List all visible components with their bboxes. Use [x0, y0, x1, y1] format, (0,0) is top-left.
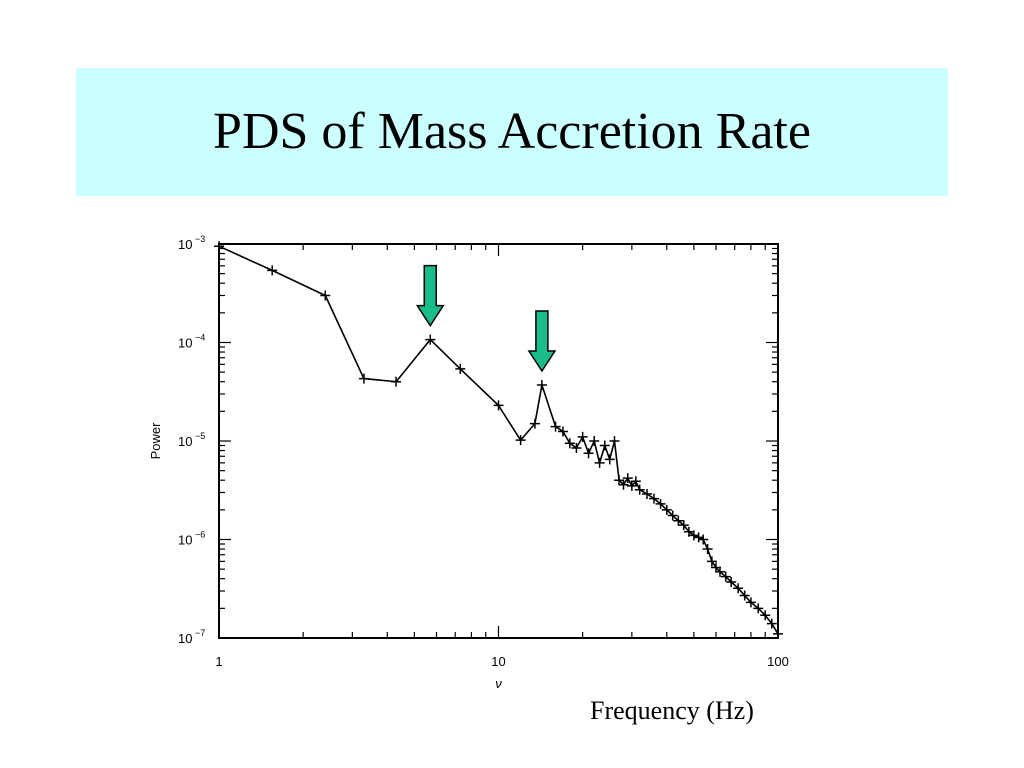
annotation-arrows [415, 264, 557, 373]
data-point [557, 426, 568, 437]
data-point [358, 373, 369, 384]
y-tick-label: 10 −4 [178, 333, 205, 351]
y-tick-base: 10 [178, 631, 192, 646]
frequency-caption: Frequency (Hz) [590, 696, 754, 725]
data-point [515, 435, 526, 446]
data-point [702, 544, 713, 555]
y-tick-exponent: −6 [195, 530, 205, 540]
data-point [706, 556, 717, 567]
data-point [714, 566, 725, 577]
data-point [577, 431, 588, 442]
data-point [609, 436, 620, 446]
x-tick-label: 1 [215, 654, 222, 669]
data-point [655, 498, 666, 509]
y-tick-label: 10 −7 [178, 628, 205, 646]
data-point [745, 597, 756, 608]
data-point [589, 436, 600, 446]
data-point [320, 290, 331, 301]
title-band: PDS of Mass Accretion Rate [76, 68, 948, 196]
x-axis-title: ν [495, 676, 502, 691]
data-point [630, 476, 641, 487]
data-point [726, 577, 737, 588]
data-point [594, 457, 605, 468]
data-point [214, 241, 224, 252]
data-point [571, 442, 582, 453]
data-point [667, 510, 678, 521]
y-tick-label: 10 −3 [178, 234, 205, 252]
data-point [529, 418, 540, 429]
data-point [599, 440, 610, 451]
data-point [564, 438, 575, 449]
data-point [614, 475, 625, 486]
data-point [773, 628, 783, 639]
data-point [493, 400, 504, 411]
y-tick-base: 10 [178, 533, 192, 548]
data-point [698, 534, 709, 545]
data-point [693, 532, 704, 543]
data-point [753, 603, 764, 614]
data-point [583, 448, 594, 459]
data-point [720, 571, 731, 582]
arrow-down-icon [415, 264, 445, 327]
series-line [218, 245, 779, 635]
data-point [673, 515, 684, 526]
plot-frame [218, 243, 779, 639]
data-point [604, 454, 615, 465]
data-point [733, 583, 744, 594]
data-point [455, 363, 466, 374]
data-point [739, 590, 750, 601]
x-tick-label: 10 [491, 654, 505, 669]
data-point [766, 618, 777, 629]
data-point [267, 265, 278, 276]
data-point [648, 493, 659, 504]
axis-ticks [218, 244, 778, 639]
y-tick-exponent: −4 [195, 333, 205, 343]
data-point [425, 334, 436, 345]
data-point [661, 504, 672, 515]
x-tick-label: 100 [767, 654, 789, 669]
data-point [634, 484, 645, 495]
arrow-down-icon [527, 310, 557, 373]
y-tick-label: 10 −5 [178, 431, 205, 449]
slide-title: PDS of Mass Accretion Rate [213, 103, 811, 160]
y-tick-base: 10 [178, 237, 192, 252]
y-tick-exponent: −7 [195, 628, 205, 638]
data-point [678, 520, 689, 531]
data-point [391, 376, 402, 387]
data-point [622, 473, 633, 484]
y-tick-base: 10 [178, 336, 192, 351]
y-tick-exponent: −5 [195, 431, 205, 441]
y-tick-base: 10 [178, 434, 192, 449]
data-markers [214, 241, 783, 639]
data-point [618, 479, 629, 490]
y-tick-label: 10 −6 [178, 530, 205, 548]
y-tick-exponent: −3 [195, 234, 205, 244]
data-point [760, 610, 771, 621]
y-axis-title: Power [148, 422, 163, 460]
data-point [688, 530, 699, 541]
data-point [642, 488, 653, 499]
data-point [536, 380, 547, 391]
data-point [550, 421, 561, 432]
